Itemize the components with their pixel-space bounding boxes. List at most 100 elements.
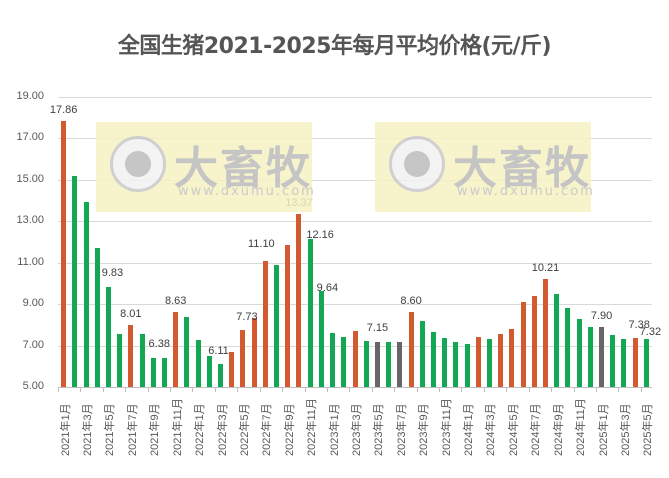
x-tick-label: 2025年5月 (642, 403, 655, 456)
bar-2021年4月[interactable] (94, 248, 100, 387)
bar-2021年8月[interactable] (139, 334, 145, 387)
x-tick-label: 2021年5月 (104, 403, 117, 456)
data-label: 17.86 (49, 103, 78, 116)
x-tick-mark (349, 387, 350, 392)
bar-2024年4月[interactable] (498, 334, 504, 387)
y-tick-label: 19.00 (16, 90, 44, 102)
x-tick-mark (394, 387, 395, 392)
x-tick-label: 2024年5月 (507, 403, 520, 456)
bar-2024年6月[interactable] (520, 302, 526, 387)
gridline (58, 97, 652, 98)
x-tick-label: 2024年11月 (575, 398, 588, 456)
bar-2022年4月[interactable] (229, 351, 235, 387)
bar-2021年12月[interactable] (184, 316, 190, 387)
x-tick-label: 2023年9月 (418, 403, 431, 456)
x-tick-label: 2021年11月 (171, 398, 184, 456)
bar-2025年3月[interactable] (621, 339, 627, 387)
bar-2024年5月[interactable] (509, 329, 515, 387)
watermark-right: 大畜牧 www.dxumu.com (375, 122, 593, 212)
x-tick-label: 2024年7月 (530, 403, 543, 456)
bar-2022年6月[interactable] (251, 317, 257, 387)
bar-2023年4月[interactable] (363, 341, 369, 387)
bar-2023年8月[interactable] (408, 312, 414, 387)
x-tick-label: 2021年3月 (82, 403, 95, 456)
bar-2021年7月[interactable] (128, 324, 134, 387)
x-tick-mark (170, 387, 171, 392)
x-tick-label: 2024年1月 (463, 403, 476, 456)
x-tick-label: 2023年11月 (440, 398, 453, 456)
bar-2025年5月[interactable] (643, 338, 649, 387)
bar-2023年1月[interactable] (330, 333, 336, 387)
data-label: 6.38 (148, 338, 170, 351)
bar-2023年2月[interactable] (341, 337, 347, 387)
x-tick-mark (103, 387, 104, 392)
bar-2024年3月[interactable] (486, 339, 492, 387)
bar-2023年11月[interactable] (442, 338, 448, 387)
x-tick-label: 2022年5月 (238, 403, 251, 456)
bar-2024年11月[interactable] (576, 318, 582, 387)
x-tick-mark (148, 387, 149, 392)
gridline (58, 304, 652, 305)
data-label: 8.63 (164, 294, 187, 307)
bar-2024年2月[interactable] (475, 337, 481, 387)
x-tick-mark (282, 387, 283, 392)
bar-2022年9月[interactable] (285, 245, 291, 387)
bar-2025年4月[interactable] (632, 337, 638, 387)
watermark-brand: 大畜牧 (453, 143, 591, 194)
bar-2021年2月[interactable] (72, 175, 78, 387)
x-tick-label: 2023年3月 (351, 403, 363, 456)
bar-2023年6月[interactable] (386, 342, 392, 387)
x-tick-label: 2023年7月 (395, 403, 408, 456)
bar-2024年12月[interactable] (587, 326, 593, 387)
bar-2021年9月[interactable] (150, 358, 156, 387)
bar-2023年5月[interactable] (374, 342, 380, 387)
chart-title: 全国生猪2021-2025年每月平均价格(元/斤) (117, 34, 552, 59)
bar-2024年1月[interactable] (464, 343, 470, 387)
bar-2023年7月[interactable] (397, 342, 403, 387)
bar-2023年9月[interactable] (419, 320, 425, 387)
x-tick-mark (260, 387, 261, 392)
bar-2024年8月[interactable] (543, 279, 549, 387)
bar-2022年11月[interactable] (307, 238, 313, 387)
watermark-left: 大畜牧 www.dxumu.com (96, 122, 314, 212)
y-tick-label: 11.00 (17, 256, 44, 268)
bar-2022年7月[interactable] (262, 260, 268, 387)
bar-2021年11月[interactable] (173, 311, 179, 387)
bar-2023年3月[interactable] (352, 331, 358, 387)
data-label: 11.10 (247, 237, 275, 250)
y-tick-label: 7.00 (22, 339, 44, 351)
x-tick-label: 2025年1月 (597, 403, 610, 456)
bar-2022年1月[interactable] (195, 340, 201, 387)
bar-2022年12月[interactable] (318, 290, 324, 387)
data-label: 12.16 (306, 228, 334, 241)
x-tick-mark (80, 387, 81, 392)
x-tick-mark (641, 387, 642, 392)
data-label: 7.32 (639, 325, 662, 338)
bar-2025年1月[interactable] (599, 326, 605, 387)
bar-2022年5月[interactable] (240, 330, 246, 387)
bar-2021年10月[interactable] (161, 358, 167, 387)
x-tick-label: 2022年3月 (216, 403, 229, 456)
data-label: 9.83 (101, 266, 124, 279)
bar-2021年6月[interactable] (117, 334, 123, 387)
bar-2021年3月[interactable] (83, 201, 89, 387)
bar-2021年5月[interactable] (105, 286, 111, 387)
bar-2024年7月[interactable] (531, 295, 537, 387)
data-label: 6.11 (208, 345, 229, 357)
bar-2022年2月[interactable] (206, 355, 212, 387)
bar-2024年9月[interactable] (554, 293, 560, 387)
y-tick-label: 9.00 (22, 297, 44, 309)
bar-2023年12月[interactable] (453, 342, 459, 387)
bar-2024年10月[interactable] (565, 308, 571, 387)
x-tick-label: 2022年7月 (261, 403, 274, 456)
bar-2023年10月[interactable] (430, 332, 436, 387)
bar-2022年3月[interactable] (218, 364, 223, 387)
x-tick-mark (506, 387, 507, 392)
x-tick-mark (574, 387, 575, 392)
bar-2021年1月[interactable] (61, 120, 67, 387)
x-tick-mark (551, 387, 552, 392)
bar-2022年8月[interactable] (274, 264, 280, 387)
gridline (58, 138, 652, 139)
bar-2022年10月[interactable] (296, 213, 302, 387)
bar-2025年2月[interactable] (610, 335, 616, 387)
